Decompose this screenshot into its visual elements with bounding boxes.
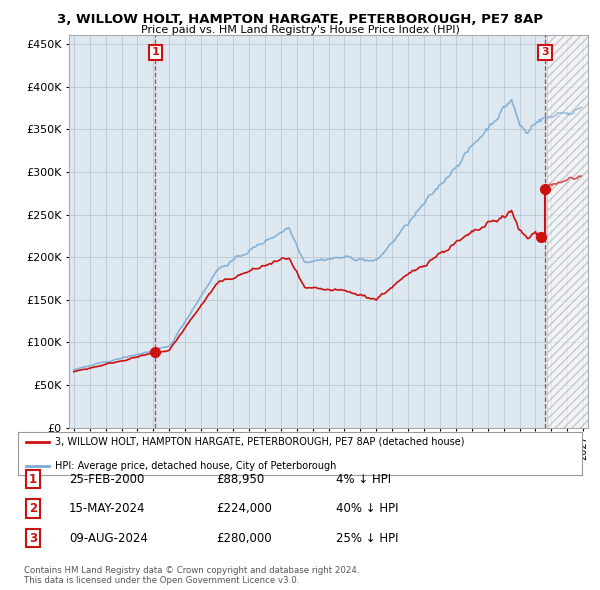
Text: £224,000: £224,000 <box>216 502 272 515</box>
Text: This data is licensed under the Open Government Licence v3.0.: This data is licensed under the Open Gov… <box>24 576 299 585</box>
Text: 1: 1 <box>29 473 37 486</box>
Text: 3: 3 <box>29 532 37 545</box>
Text: £88,950: £88,950 <box>216 473 264 486</box>
Text: 3, WILLOW HOLT, HAMPTON HARGATE, PETERBOROUGH, PE7 8AP (detached house): 3, WILLOW HOLT, HAMPTON HARGATE, PETERBO… <box>55 437 464 447</box>
Text: £280,000: £280,000 <box>216 532 272 545</box>
Text: 25-FEB-2000: 25-FEB-2000 <box>69 473 145 486</box>
Text: 3, WILLOW HOLT, HAMPTON HARGATE, PETERBOROUGH, PE7 8AP: 3, WILLOW HOLT, HAMPTON HARGATE, PETERBO… <box>57 13 543 26</box>
Text: Contains HM Land Registry data © Crown copyright and database right 2024.: Contains HM Land Registry data © Crown c… <box>24 566 359 575</box>
Text: 3: 3 <box>541 47 549 57</box>
Bar <box>547 35 588 428</box>
Text: 09-AUG-2024: 09-AUG-2024 <box>69 532 148 545</box>
Text: 25% ↓ HPI: 25% ↓ HPI <box>336 532 398 545</box>
Text: 40% ↓ HPI: 40% ↓ HPI <box>336 502 398 515</box>
Text: Price paid vs. HM Land Registry's House Price Index (HPI): Price paid vs. HM Land Registry's House … <box>140 25 460 35</box>
Text: HPI: Average price, detached house, City of Peterborough: HPI: Average price, detached house, City… <box>55 461 336 471</box>
Text: 2: 2 <box>29 502 37 515</box>
Text: 4% ↓ HPI: 4% ↓ HPI <box>336 473 391 486</box>
Text: 15-MAY-2024: 15-MAY-2024 <box>69 502 146 515</box>
Text: 1: 1 <box>152 47 160 57</box>
